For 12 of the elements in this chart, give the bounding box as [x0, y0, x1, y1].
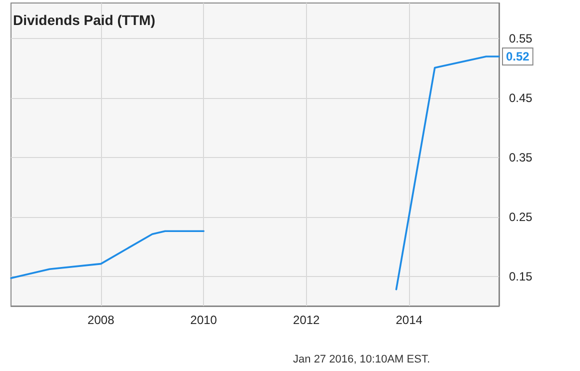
- x-tick-label: 2014: [396, 313, 423, 327]
- y-tick-label: 0.45: [509, 91, 533, 106]
- x-tick-label: 2012: [293, 313, 320, 327]
- x-tick-label: 2010: [190, 313, 218, 327]
- y-tick-label: 0.55: [509, 32, 533, 46]
- text: Jan 27 2016, 10:10AM EST.: [293, 354, 430, 366]
- y-tick-label: 0.15: [509, 269, 533, 284]
- y-tick-label: 0.35: [509, 150, 533, 164]
- data-label: 0.52: [506, 49, 530, 64]
- y-tick-label: 0.25: [509, 210, 533, 224]
- x-tick-label: 2008: [88, 313, 115, 327]
- text: Dividends Paid (TTM): [13, 12, 156, 28]
